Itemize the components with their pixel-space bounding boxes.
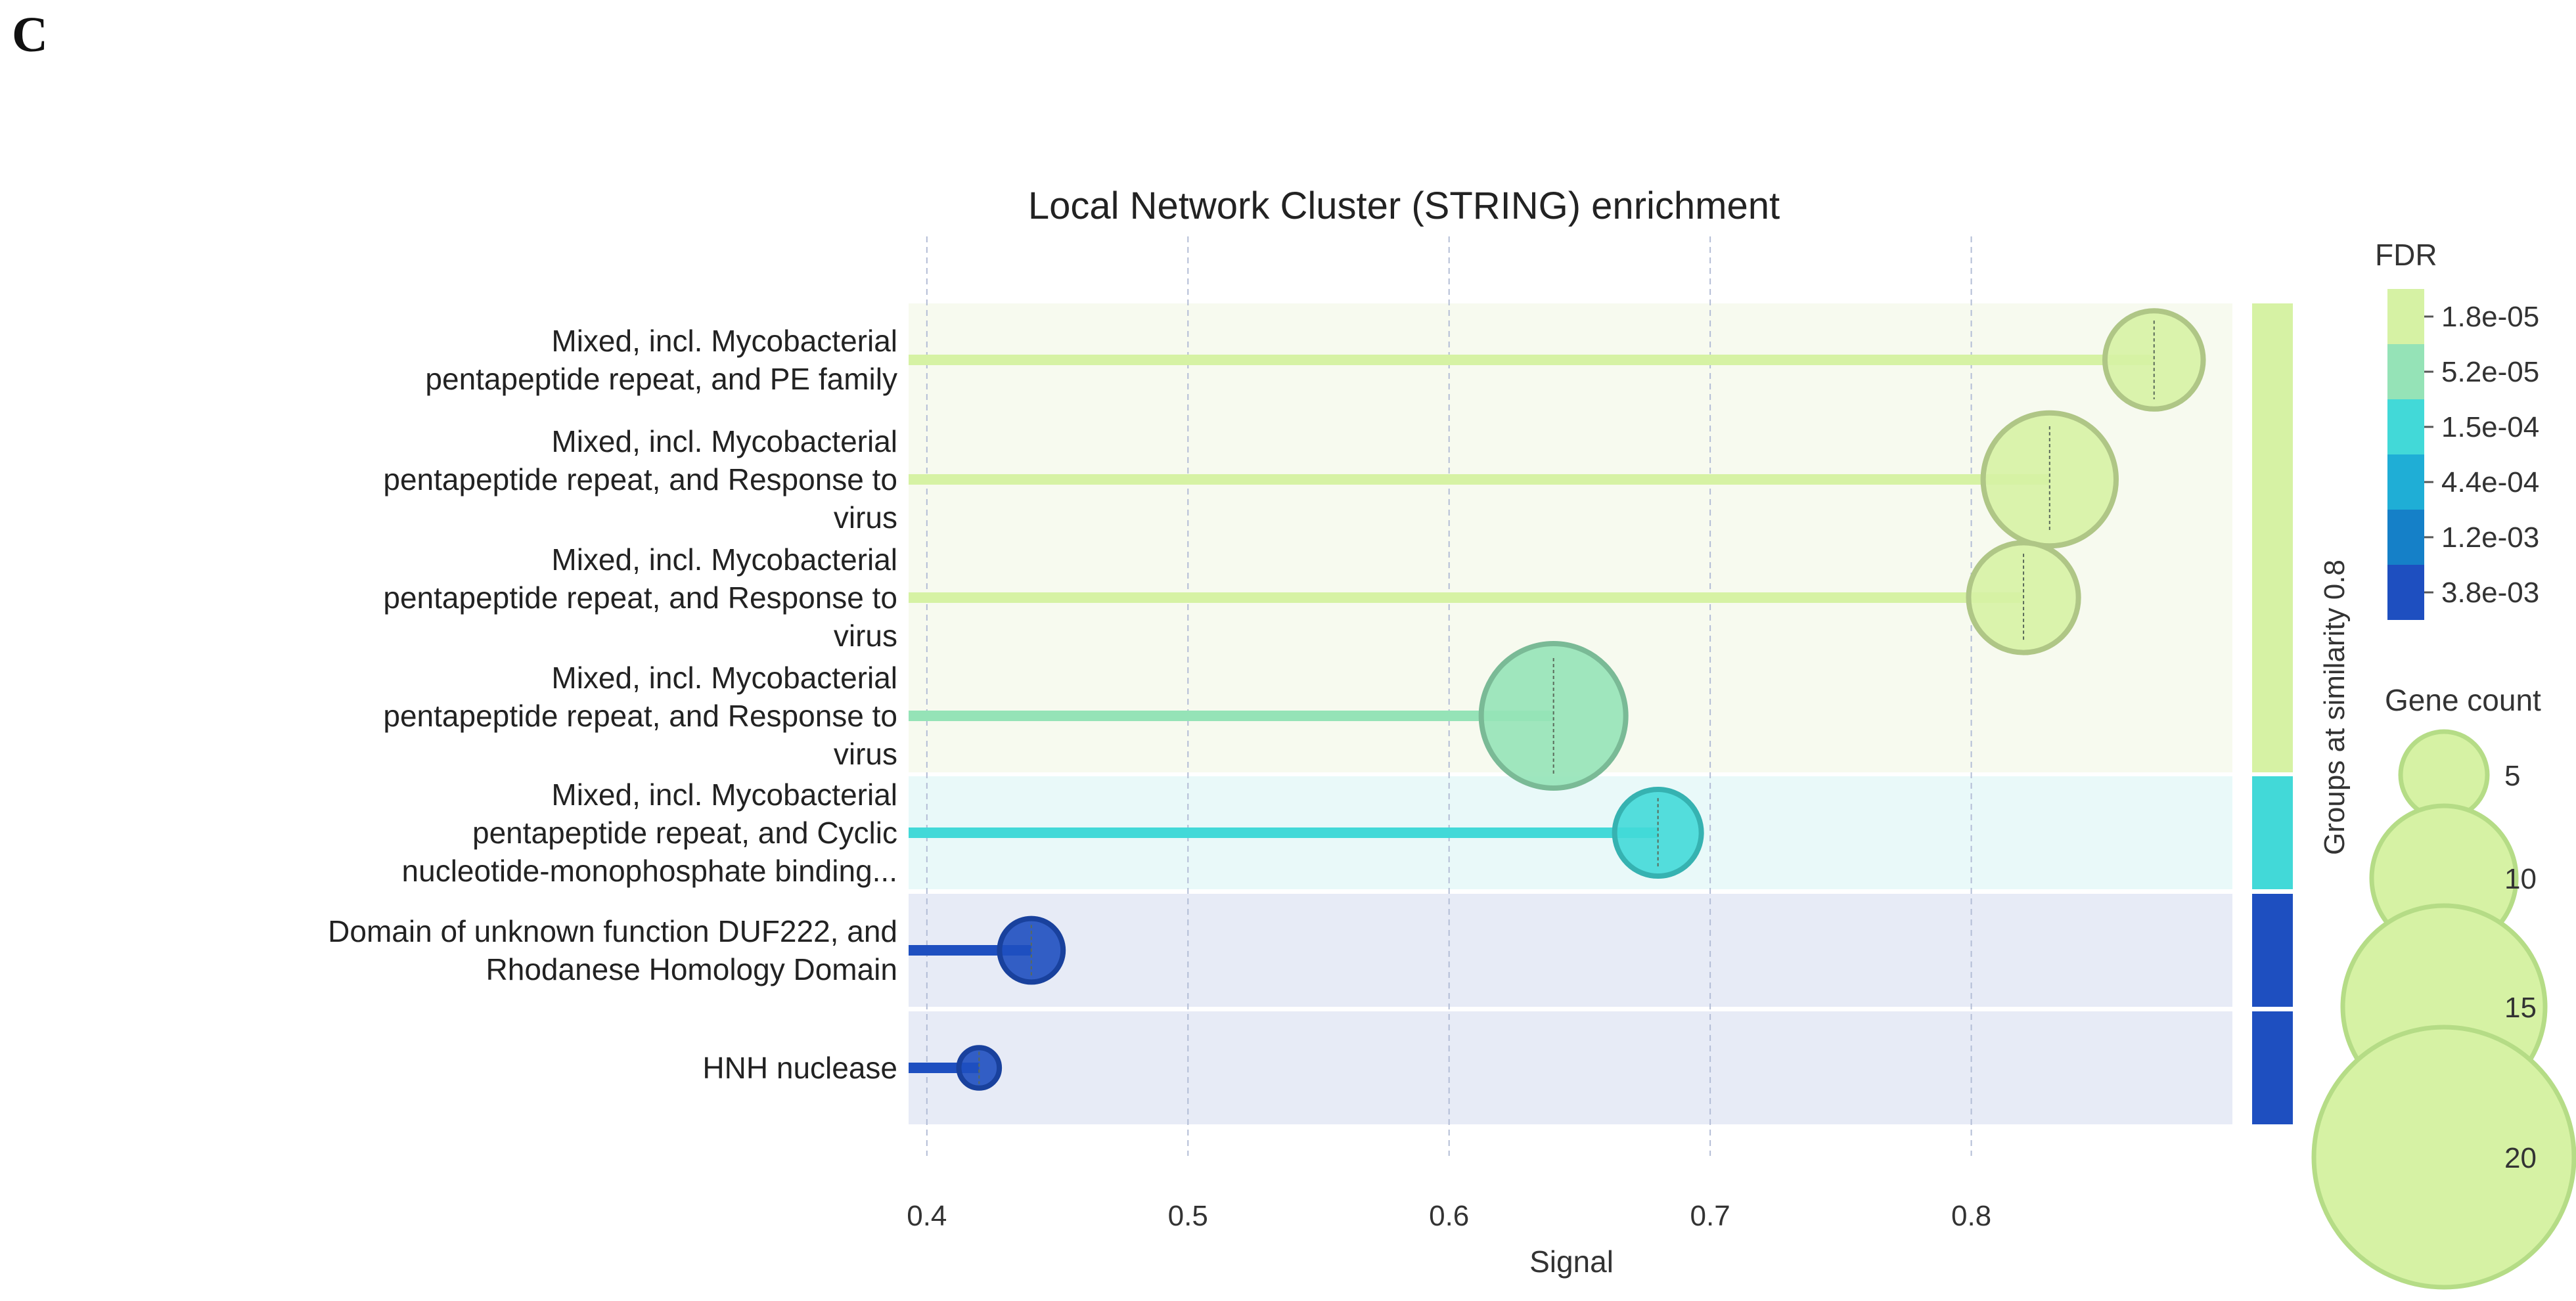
fdr-legend-label: 4.4e-04 [2441, 466, 2539, 498]
panel-label: C [12, 7, 48, 62]
term-label: HNH nuclease [702, 1051, 897, 1085]
gene-count-legend-label: 15 [2504, 992, 2537, 1024]
term-label: Mixed, incl. Mycobacterial [551, 661, 897, 695]
term-label: Domain of unknown function DUF222, and [328, 914, 897, 948]
fdr-legend-swatch [2387, 454, 2424, 510]
group-bar [2252, 776, 2293, 889]
group-bar [2252, 1011, 2293, 1124]
x-axis-label: Signal [1529, 1245, 1614, 1279]
groups-axis-label: Groups at similarity 0.8 [2318, 560, 2351, 855]
x-tick-label: 0.5 [1168, 1200, 1208, 1232]
term-label: Mixed, incl. Mycobacterial [551, 424, 897, 458]
gene-count-legend-dot [2311, 1025, 2576, 1290]
term-label: pentapeptide repeat, and Response to [383, 699, 897, 733]
x-tick-label: 0.8 [1951, 1200, 1991, 1232]
group-band [909, 894, 2232, 1007]
term-dot [2102, 308, 2206, 412]
term-label: Mixed, incl. Mycobacterial [551, 324, 897, 358]
fdr-legend-swatch [2387, 289, 2424, 344]
term-label: Mixed, incl. Mycobacterial [551, 778, 897, 812]
term-label: virus [834, 737, 897, 771]
fdr-legend-label: 3.8e-03 [2441, 577, 2539, 609]
gene-count-legend-label: 20 [2504, 1142, 2537, 1174]
x-tick-label: 0.7 [1690, 1200, 1730, 1232]
fdr-legend-swatch [2387, 344, 2424, 399]
term-dot [1478, 641, 1629, 791]
gene-count-legend-title: Gene count [2385, 683, 2541, 717]
group-band [909, 1011, 2232, 1124]
term-dot [1612, 787, 1704, 879]
fdr-legend-swatch [2387, 399, 2424, 454]
fdr-legend-swatch [2387, 510, 2424, 565]
fdr-legend-label: 5.2e-05 [2441, 356, 2539, 388]
term-label: pentapeptide repeat, and Response to [383, 462, 897, 496]
fdr-legend: FDR 1.8e-05 5.2e-05 1.5e-04 4.4e-04 1.2e-03 3… [2375, 238, 2539, 620]
group-bar [2252, 303, 2293, 772]
term-label: Rhodanese Homology Domain [486, 952, 897, 986]
gene-count-legend: Gene count 5 10 15 20 [2311, 683, 2576, 1290]
term-label: virus [834, 619, 897, 653]
fdr-legend-label: 1.5e-04 [2441, 411, 2539, 443]
fdr-legend-swatch [2387, 565, 2424, 620]
term-label: pentapeptide repeat, and Cyclic [472, 816, 897, 850]
group-bar-layer [2252, 303, 2293, 1124]
term-label: virus [834, 500, 897, 535]
x-tick-label: 0.4 [907, 1200, 947, 1232]
gene-count-legend-label: 10 [2504, 863, 2537, 895]
stem-layer [909, 308, 2206, 1091]
term-label: pentapeptide repeat, and PE family [425, 362, 897, 396]
fdr-legend-label: 1.2e-03 [2441, 521, 2539, 554]
fdr-legend-title: FDR [2375, 238, 2437, 272]
fdr-legend-label: 1.8e-05 [2441, 301, 2539, 333]
term-label: nucleotide-monophosphate binding... [402, 854, 897, 888]
term-dot [956, 1045, 1003, 1091]
group-bar [2252, 894, 2293, 1007]
chart-title: Local Network Cluster (STRING) enrichmen… [1028, 185, 1780, 227]
term-dot [1980, 410, 2119, 549]
term-label-layer: Mixed, incl. Mycobacterial pentapeptide r… [328, 324, 897, 1085]
x-tick-label: 0.6 [1429, 1200, 1469, 1232]
x-tick-layer: 0.4 0.5 0.6 0.7 0.8 [907, 1200, 1991, 1232]
term-label: pentapeptide repeat, and Response to [383, 581, 897, 615]
term-label: Mixed, incl. Mycobacterial [551, 542, 897, 577]
gene-count-legend-label: 5 [2504, 760, 2520, 792]
